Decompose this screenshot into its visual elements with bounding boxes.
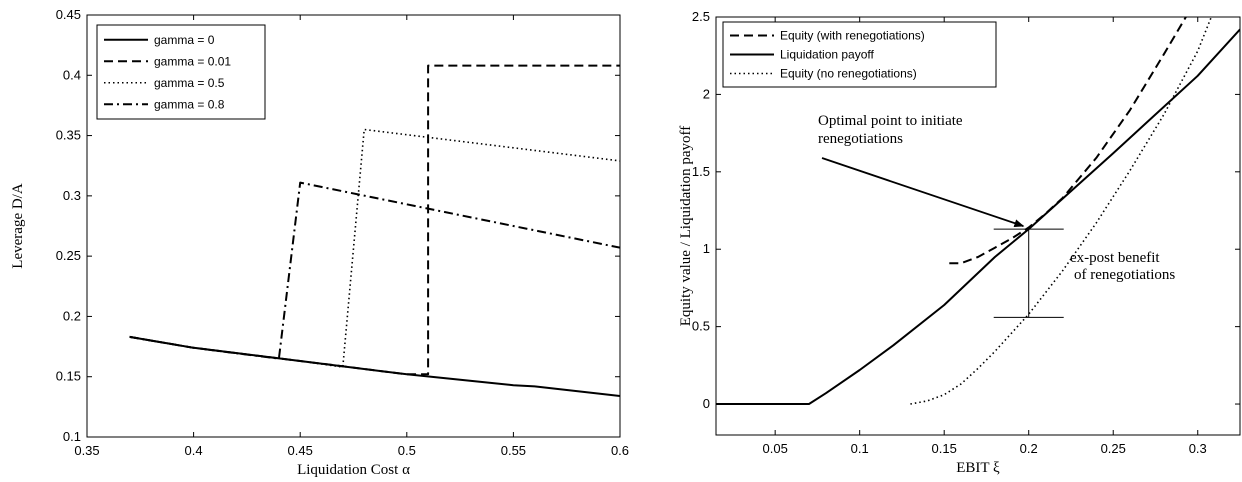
chart-1: 0.35 0.4 0.45 0.5 0.55 0.6 0.1 0.15 0.2 0.25 0.3 0.… [10,7,629,478]
plot-frame [715,16,1241,436]
legend-label: gamma = 0 [154,33,215,47]
annotations: Optimal point to initiate renegotiations e… [818,113,1175,318]
x-tick-label: 0.35 [74,443,99,458]
chart-2: 0.05 0.1 0.15 0.2 0.25 0.3 0 0.5 1 1.5 2 2.5 EBIT ξ E… [678,9,1241,476]
x-tick-label: 0.55 [501,443,526,458]
x-tick-label: 0.2 [1020,441,1038,456]
series-group [716,17,1240,405]
legend-label: gamma = 0.01 [154,54,231,68]
y-tick-label: 0.35 [56,128,81,143]
y-tick-label: 0.4 [63,67,81,82]
x-tick-label: 0.3 [1189,441,1207,456]
x-tick-label: 0.4 [185,443,203,458]
series-line-1 [129,335,620,397]
legend-label: gamma = 0.8 [154,97,225,111]
x-tick-label: 0.25 [1101,441,1126,456]
series-line-4 [129,181,620,360]
x-tick-label: 0.45 [288,443,313,458]
y-tick-label: 0.45 [56,7,81,22]
legend-label: Liquidation payoff [780,48,875,62]
y-axis-label: Equity value / Liquidation payoff [678,126,694,327]
x-axis-label: EBIT ξ [956,460,1000,476]
legend-label: Equity (with renegotiations) [780,29,925,43]
series-group [129,64,620,397]
y-tick-label: 1 [703,241,710,256]
y-axis-label: Leverage D/A [10,183,26,269]
y-tick-label: 0.3 [63,188,81,203]
y-tick-label: 0.15 [56,369,81,384]
y-tick-label: 0 [703,396,710,411]
series-line-2 [716,28,1240,405]
y-tick-label: 0.25 [56,248,81,263]
y-tick-label: 0.2 [63,308,81,323]
annotation-arrow [821,157,1025,228]
x-tick-label: 0.05 [763,441,788,456]
series-line-3 [910,17,1213,405]
y-tick-label: 1.5 [692,164,710,179]
legend: Equity (with renegotiations) Liquidation … [722,21,997,88]
y-tick-label: 0.1 [63,429,81,444]
legend-label: Equity (no renegotiations) [780,67,917,81]
legend-box [722,21,997,88]
arrow-annotation-text: Optimal point to initiate renegotiations [818,113,963,147]
x-axis-label: Liquidation Cost α [297,462,410,478]
x-tick-label: 0.5 [398,443,416,458]
benefit-annotation-text: ex-post benefit of renegotiations [1070,250,1175,283]
y-tick-label: 2 [703,86,710,101]
y-tick-label: 2.5 [692,9,710,24]
plot-frame [86,14,621,438]
x-tick-label: 0.6 [611,443,629,458]
x-tick-label: 0.15 [932,441,957,456]
x-tick-label: 0.1 [851,441,869,456]
legend-label: gamma = 0.5 [154,76,225,90]
y-tick-label: 0.5 [692,319,710,334]
legend: gamma = 0 gamma = 0.01 gamma = 0.5 gamma = … [96,24,266,120]
series-line-3 [129,128,620,368]
